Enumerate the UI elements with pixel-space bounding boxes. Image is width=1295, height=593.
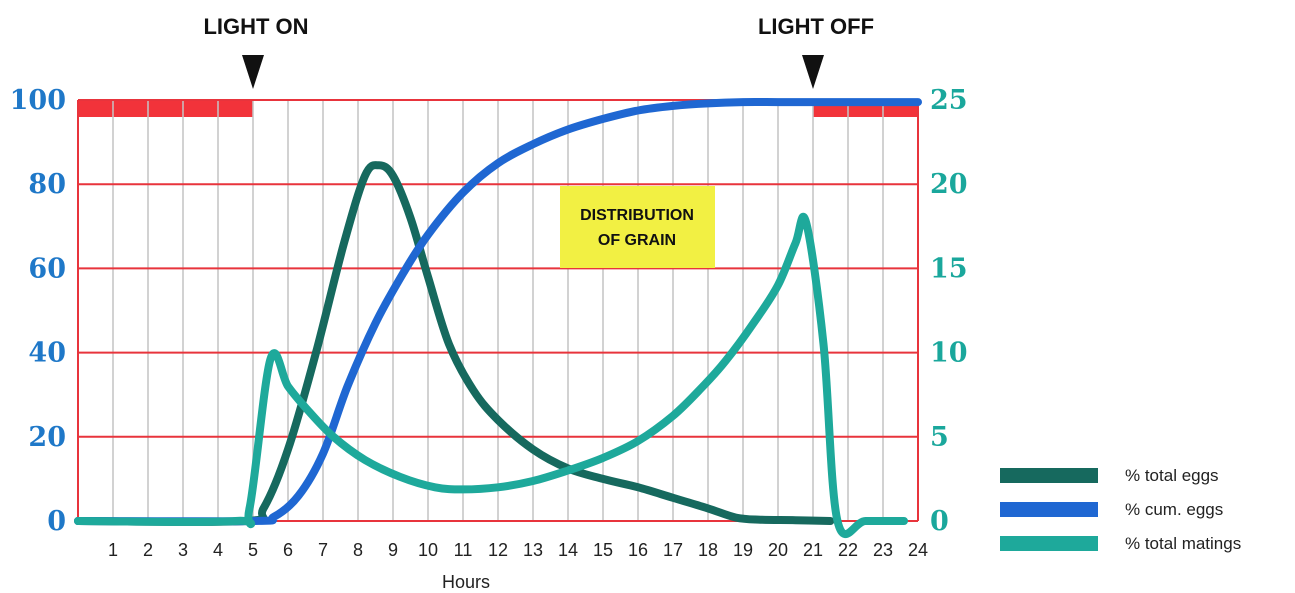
left-axis-tick-label: 100 xyxy=(10,85,66,116)
x-axis-tick-label: 3 xyxy=(178,540,188,560)
x-axis-tick-label: 21 xyxy=(803,540,823,560)
left-axis-tick-label: 0 xyxy=(47,506,66,537)
x-axis-tick-label: 9 xyxy=(388,540,398,560)
x-axis-tick-label: 19 xyxy=(733,540,753,560)
x-axis-tick-label: 8 xyxy=(353,540,363,560)
down-arrow-icon xyxy=(242,55,264,89)
series-total-matings-line xyxy=(74,212,908,539)
x-axis-tick-label: 11 xyxy=(454,540,473,560)
legend-swatch xyxy=(1000,468,1098,483)
left-axis-tick-label: 20 xyxy=(28,422,66,453)
light-on-label: LIGHT ON xyxy=(203,14,308,39)
x-axis-tick-label: 14 xyxy=(558,540,578,560)
annotation-box xyxy=(560,186,715,268)
series-total-eggs-line xyxy=(74,161,835,526)
x-axis-tick-label: 23 xyxy=(873,540,893,560)
legend-swatch xyxy=(1000,536,1098,551)
x-axis-tick-label: 17 xyxy=(663,540,683,560)
series-cum-eggs-line xyxy=(74,98,922,526)
legend-swatch xyxy=(1000,502,1098,517)
down-arrow-icon xyxy=(802,55,824,89)
x-axis-tick-label: 24 xyxy=(908,540,928,560)
x-axis-tick-label: 5 xyxy=(248,540,258,560)
right-axis-tick-label: 20 xyxy=(930,169,968,200)
distribution-of-grain-annotation: DISTRIBUTION OF GRAIN xyxy=(560,186,715,268)
right-axis-tick-label: 10 xyxy=(930,338,968,369)
x-axis-tick-label: 2 xyxy=(143,540,153,560)
legend-label: % total matings xyxy=(1125,534,1241,553)
x-axis-tick-label: 10 xyxy=(418,540,438,560)
right-axis-ticks: 0 5 10 15 20 25 xyxy=(930,85,968,537)
series-layer xyxy=(74,98,922,539)
right-axis-tick-label: 25 xyxy=(930,85,968,116)
x-axis-tick-label: 7 xyxy=(318,540,328,560)
x-axis-tick-label: 15 xyxy=(593,540,613,560)
x-axis-label: Hours xyxy=(442,572,490,592)
dark-period-bar xyxy=(78,99,253,117)
left-axis-tick-label: 60 xyxy=(28,253,66,284)
right-axis-tick-label: 5 xyxy=(930,422,949,453)
left-axis-tick-label: 80 xyxy=(28,169,66,200)
x-axis-tick-label: 22 xyxy=(838,540,858,560)
right-axis-tick-label: 0 xyxy=(930,506,949,537)
x-axis-ticks: 1 2 3 4 5 6 7 8 9 10 11 12 13 14 15 16 17 18 19 20 21 22 23 24 xyxy=(108,540,928,560)
light-off-label: LIGHT OFF xyxy=(758,14,874,39)
x-axis-tick-label: 18 xyxy=(698,540,718,560)
x-axis-tick-label: 6 xyxy=(283,540,293,560)
x-axis-tick-label: 20 xyxy=(768,540,788,560)
x-axis-tick-label: 4 xyxy=(213,540,223,560)
x-axis-tick-label: 13 xyxy=(523,540,543,560)
legend: % total eggs % cum. eggs % total matings xyxy=(1000,466,1241,553)
x-axis-tick-label: 1 xyxy=(108,540,118,560)
x-axis-tick-label: 12 xyxy=(488,540,508,560)
x-axis-tick-label: 16 xyxy=(628,540,648,560)
annotation-line-2: OF GRAIN xyxy=(598,232,676,249)
left-axis-tick-label: 40 xyxy=(28,338,66,369)
right-axis-tick-label: 15 xyxy=(930,253,968,284)
legend-label: % cum. eggs xyxy=(1125,500,1223,519)
annotation-line-1: DISTRIBUTION xyxy=(580,207,694,224)
legend-label: % total eggs xyxy=(1125,466,1219,485)
left-axis-ticks: 0 20 40 60 80 100 xyxy=(10,85,66,537)
light-markers: LIGHT ON LIGHT OFF xyxy=(203,14,874,89)
